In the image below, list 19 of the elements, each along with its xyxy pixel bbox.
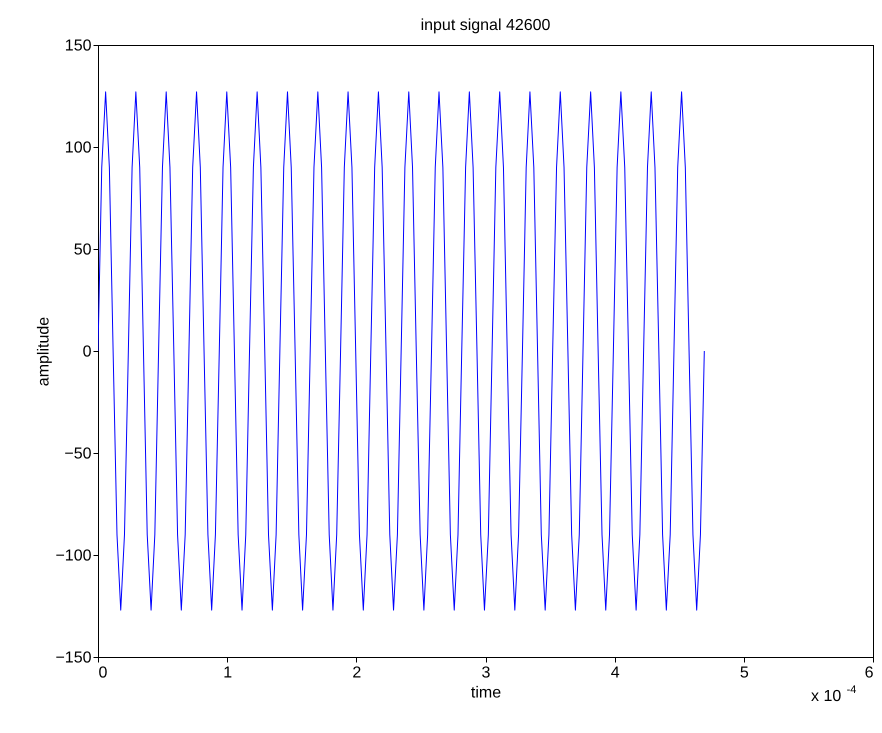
x-tick-label: 2 [352, 664, 362, 682]
x-axis-title: time [470, 684, 502, 702]
x-tick-label: 5 [740, 664, 749, 682]
x-tick-label: 4 [610, 664, 620, 682]
y-axis-title: amplitude [35, 316, 52, 386]
y-tick-label: −50 [64, 446, 92, 462]
y-tick-label: −100 [55, 548, 92, 564]
y-tick-label: −150 [55, 650, 92, 666]
text: x 10-4 [811, 684, 856, 705]
line-series [98, 91, 705, 611]
x-tick-label: 0 [98, 664, 108, 682]
chart-title: input signal 42600 [420, 17, 551, 34]
y-tick-label: 150 [64, 38, 92, 54]
y-tick-label: 0 [82, 344, 92, 360]
x-tick-label: 6 [864, 664, 874, 682]
x-tick-label: 1 [223, 664, 232, 682]
y-tick-label: 50 [74, 242, 92, 258]
y-tick-label: 100 [64, 140, 92, 156]
x-tick-label: 3 [482, 664, 491, 682]
